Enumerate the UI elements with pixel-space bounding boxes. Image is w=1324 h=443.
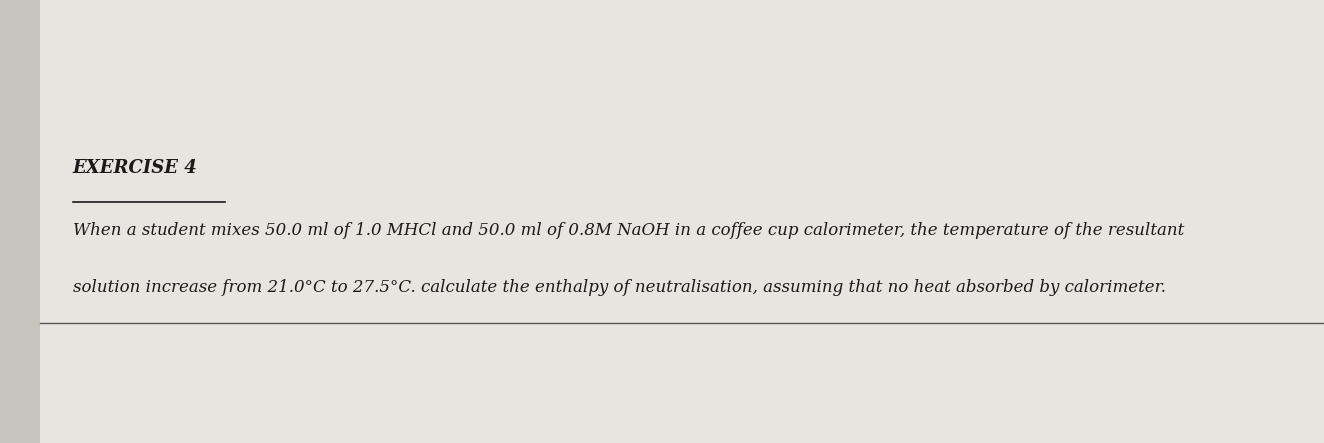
FancyBboxPatch shape	[40, 0, 1324, 443]
Text: When a student mixes 50.0 ml of 1.0 MHCl and 50.0 ml of 0.8M NaOH in a coffee cu: When a student mixes 50.0 ml of 1.0 MHCl…	[73, 222, 1184, 239]
Text: solution increase from 21.0°C to 27.5°C. calculate the enthalpy of neutralisatio: solution increase from 21.0°C to 27.5°C.…	[73, 280, 1166, 296]
Text: EXERCISE 4: EXERCISE 4	[73, 159, 197, 177]
